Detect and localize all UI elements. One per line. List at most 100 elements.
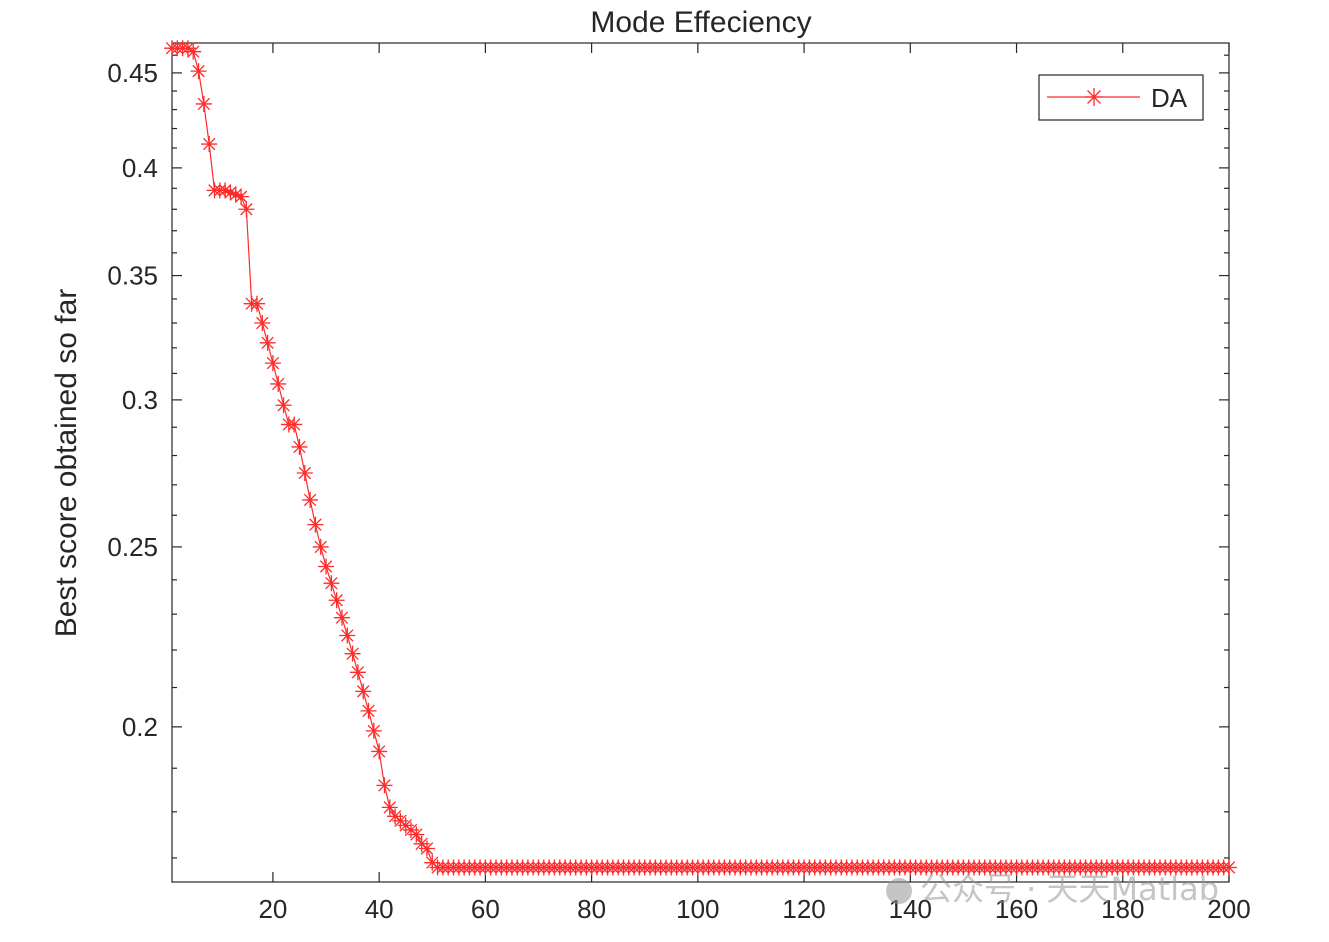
data-point-shape — [259, 334, 276, 351]
data-point-shape — [328, 592, 345, 609]
data-point-shape — [349, 664, 366, 681]
data-point-shape — [217, 182, 234, 199]
data-point-shape — [418, 840, 435, 857]
x-tick-label: 160 — [995, 894, 1038, 924]
data-point-shape — [238, 201, 255, 218]
data-point — [190, 63, 207, 80]
data-point-shape — [185, 43, 202, 60]
watermark-text: 公众号 · 天天Matlab — [920, 870, 1220, 908]
data-point-shape — [227, 186, 244, 203]
data-point — [371, 743, 388, 760]
data-point-shape — [254, 315, 271, 332]
data-point-shape — [270, 375, 287, 392]
data-point — [201, 136, 218, 153]
data-point-shape — [365, 722, 382, 739]
series-layer — [164, 40, 1237, 876]
legend-marker-point-shape — [1085, 88, 1103, 106]
plot-frame — [171, 42, 1230, 883]
x-tick-label: 200 — [1207, 894, 1250, 924]
data-point-shape — [222, 184, 239, 201]
data-point — [227, 186, 244, 203]
data-point-shape — [307, 516, 324, 533]
data-point — [222, 184, 239, 201]
y-tick-label: 0.25 — [107, 532, 158, 562]
chart-title: Mode Effeciency — [590, 6, 811, 39]
data-point — [185, 43, 202, 60]
data-point — [328, 592, 345, 609]
data-point — [307, 516, 324, 533]
data-point — [333, 609, 350, 626]
data-point-shape — [233, 188, 250, 205]
data-point — [286, 416, 303, 433]
data-point-shape — [1221, 859, 1237, 876]
x-tick-label: 60 — [471, 894, 500, 924]
x-tick-label: 180 — [1101, 894, 1144, 924]
data-point — [318, 558, 335, 575]
data-point-shape — [291, 438, 308, 455]
data-point — [291, 438, 308, 455]
data-point — [408, 826, 425, 843]
data-point-shape — [179, 40, 196, 57]
data-point-shape — [275, 397, 292, 414]
data-point-shape — [318, 558, 335, 575]
x-tick-label: 20 — [258, 894, 287, 924]
y-tick-label: 0.4 — [122, 153, 158, 183]
data-point-shape — [312, 538, 329, 555]
data-point-shape — [302, 491, 319, 508]
x-tick-label: 120 — [782, 894, 825, 924]
watermark: 公众号 · 天天Matlab — [886, 864, 1219, 910]
data-point — [275, 397, 292, 414]
data-point — [296, 464, 313, 481]
data-point — [270, 375, 287, 392]
data-point-shape — [381, 799, 398, 816]
data-point-shape — [371, 743, 388, 760]
data-point — [254, 315, 271, 332]
data-point — [1221, 859, 1237, 876]
data-point — [259, 334, 276, 351]
data-point-shape — [355, 683, 372, 700]
data-point-shape — [195, 95, 212, 112]
data-point — [381, 799, 398, 816]
data-point — [233, 188, 250, 205]
data-point — [179, 40, 196, 57]
data-point-shape — [286, 416, 303, 433]
y-tick-label: 0.35 — [107, 261, 158, 291]
data-point — [376, 777, 393, 794]
data-point-shape — [190, 63, 207, 80]
data-point — [248, 295, 265, 312]
data-point-shape — [344, 645, 361, 662]
axis-ticks: 20 40 60 80 100 120 140 160 180 2000.20.250.30.35… — [107, 43, 1251, 924]
y-tick-label: 0.3 — [122, 385, 158, 415]
data-point — [365, 722, 382, 739]
wechat-icon — [886, 878, 912, 904]
data-point — [344, 645, 361, 662]
data-point-shape — [296, 464, 313, 481]
data-point-shape — [339, 627, 356, 644]
y-tick-label: 0.2 — [122, 712, 158, 742]
data-point — [217, 182, 234, 199]
data-point-shape — [201, 136, 218, 153]
series-line — [172, 47, 1229, 869]
data-point — [355, 683, 372, 700]
data-point — [264, 355, 281, 372]
x-tick-label: 80 — [577, 894, 606, 924]
y-tick-label: 0.45 — [107, 58, 158, 88]
data-point — [312, 538, 329, 555]
data-point — [339, 627, 356, 644]
data-point — [302, 491, 319, 508]
y-axis-label: Best score obtained so far — [50, 289, 83, 638]
data-point-shape — [323, 575, 340, 592]
data-point — [195, 95, 212, 112]
legend-marker — [1085, 88, 1103, 106]
data-point — [360, 702, 377, 719]
legend-marker-point — [1085, 88, 1103, 106]
data-point — [349, 664, 366, 681]
data-point-shape — [264, 355, 281, 372]
plot-area — [171, 42, 1230, 883]
data-point — [323, 575, 340, 592]
data-point-shape — [376, 777, 393, 794]
x-tick-label: 40 — [365, 894, 394, 924]
legend: DA — [1038, 74, 1204, 121]
data-point — [238, 201, 255, 218]
